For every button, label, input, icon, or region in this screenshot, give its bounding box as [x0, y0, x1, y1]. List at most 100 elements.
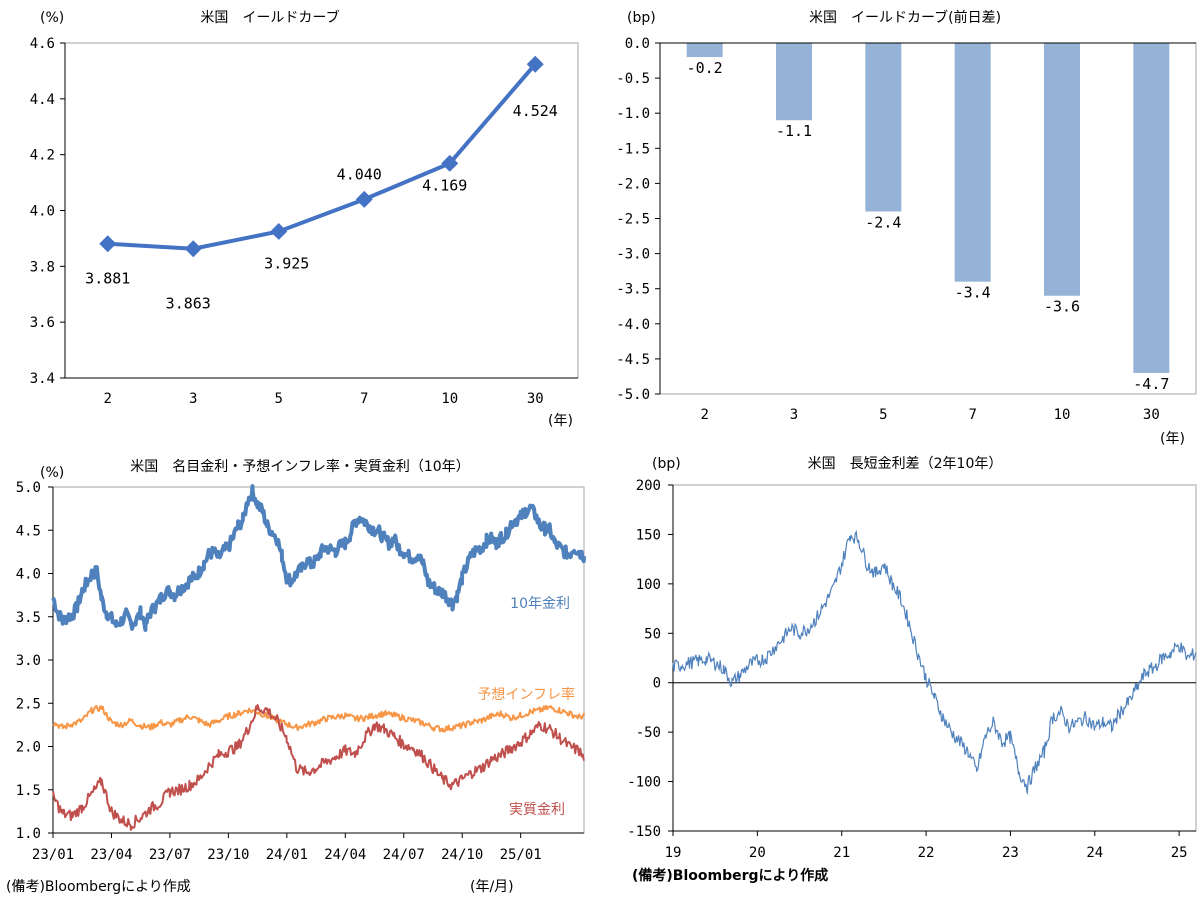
plot-frame [659, 42, 1197, 395]
y-axis-unit: (%) [40, 10, 64, 26]
x-tick-label: 24/07 [383, 847, 425, 863]
y-tick-label: -3.0 [616, 247, 650, 263]
x-tick-label: 2 [700, 407, 708, 423]
x-tick-label: 22 [918, 845, 935, 861]
x-tick-label: 30 [527, 391, 544, 407]
y-tick-label: 3.5 [16, 610, 41, 626]
y-tick-label: -1.5 [616, 141, 650, 157]
x-tick-label: 24/04 [324, 847, 366, 863]
yield-curve-chart: 米国 イールドカーブ (%) (年) 3.4 3.6 3.8 4.0 4.2 4.4 4.6 2 3 5… [30, 9, 579, 429]
data-label: -2.4 [865, 213, 901, 231]
y-tick-label: 2.0 [16, 740, 41, 756]
y-tick-label: 4.0 [30, 204, 55, 220]
x-tick-label: 5 [275, 391, 283, 407]
data-point [526, 55, 544, 73]
x-tick-label: 23 [1002, 845, 1019, 861]
chart-title: 米国 名目金利・予想インフレ率・実質金利（10年） [130, 458, 469, 475]
chart-title: 米国 イールドカーブ [200, 9, 339, 26]
x-tick-label: 23/07 [149, 847, 191, 863]
y-tick-label: -2.5 [616, 212, 650, 228]
x-tick-label: 25 [1171, 845, 1188, 861]
bar [954, 43, 991, 282]
yield-change-chart: 米国 イールドカーブ(前日差) (bp) (年) 0.0 -0.5 -1.0 -1.5 -2.… [616, 9, 1197, 447]
y-tick-label: 0.0 [625, 36, 650, 52]
y-tick-label: -4.0 [616, 317, 650, 333]
data-label: 4.169 [422, 176, 467, 194]
rates-breakdown-chart: 米国 名目金利・予想インフレ率・実質金利（10年） (%) (年/月) (備考)Blo… [6, 458, 586, 895]
y-tick-label: 3.4 [30, 371, 55, 387]
data-point [270, 222, 288, 240]
data-label: 3.863 [166, 295, 211, 313]
y-tick-label: 4.2 [30, 148, 55, 164]
bar [1044, 43, 1080, 296]
x-tick-label: 19 [665, 845, 682, 861]
x-tick-label: 30 [1143, 407, 1160, 423]
y-tick-label: 4.5 [16, 523, 41, 539]
y-tick-label: 4.0 [16, 567, 41, 583]
y-tick-label: -50 [636, 725, 661, 741]
source-note: (備考)Bloombergにより作成 [6, 879, 191, 895]
y-tick-label: -3.5 [616, 282, 650, 298]
plot-frame [64, 42, 579, 379]
y-tick-label: 3.6 [30, 315, 55, 331]
y-tick-label: -4.5 [616, 352, 650, 368]
series-line [52, 704, 585, 831]
series-line [51, 484, 586, 632]
y-tick-label: -100 [627, 775, 661, 791]
series-label: 実質金利 [509, 802, 565, 818]
x-tick-label: 21 [833, 845, 850, 861]
x-axis-unit: (年) [548, 413, 573, 429]
y-tick-label: 100 [636, 577, 661, 593]
data-label: 4.524 [513, 102, 558, 120]
data-point [184, 240, 202, 258]
x-tick-label: 3 [790, 407, 798, 423]
data-label: -4.7 [1133, 375, 1169, 393]
series-label: 10年金利 [510, 596, 570, 612]
x-tick-label: 10 [1054, 407, 1071, 423]
plot-frame [672, 484, 1197, 832]
x-tick-label: 24 [1086, 845, 1103, 861]
y-tick-label: -1.0 [616, 106, 650, 122]
x-tick-label: 23/01 [32, 847, 74, 863]
data-label: 4.040 [337, 165, 382, 183]
y-axis-unit: (%) [40, 465, 64, 481]
x-tick-label: 23/10 [207, 847, 249, 863]
series-line [107, 62, 537, 251]
y-tick-label: 200 [636, 478, 661, 494]
y-tick-label: 2.5 [16, 696, 41, 712]
x-tick-label: 5 [879, 407, 887, 423]
data-label: 3.881 [85, 270, 130, 288]
x-axis-unit: (年) [1160, 431, 1185, 447]
bar [865, 43, 902, 212]
y-tick-label: 4.6 [30, 36, 55, 52]
x-tick-label: 23/04 [90, 847, 132, 863]
data-label: 3.925 [264, 254, 309, 272]
y-tick-label: 150 [636, 527, 661, 543]
data-point [99, 235, 117, 253]
y-axis-unit: (bp) [627, 10, 656, 26]
y-tick-label: -150 [627, 824, 661, 840]
x-tick-label: 24/10 [441, 847, 483, 863]
series-line [52, 704, 585, 733]
yield-spread-chart: 米国 長短金利差（2年10年）(bp)(備考)Bloombergにより作成200… [627, 456, 1197, 884]
x-tick-label: 24/01 [266, 847, 308, 863]
data-point [441, 154, 459, 172]
data-label: -1.1 [776, 122, 812, 140]
y-tick-label: 1.5 [16, 783, 41, 799]
chart-title: 米国 イールドカーブ(前日差) [809, 9, 1001, 26]
series-label: 予想インフレ率 [477, 686, 575, 703]
data-label: -0.2 [687, 59, 723, 77]
y-tick-label: 5.0 [16, 480, 41, 496]
y-tick-label: 1.0 [16, 826, 41, 842]
y-tick-label: 3.8 [30, 259, 55, 275]
x-tick-label: 10 [441, 391, 458, 407]
y-tick-label: 3.0 [16, 653, 41, 669]
x-tick-label: 2 [104, 391, 112, 407]
x-tick-label: 20 [749, 845, 766, 861]
x-tick-label: 7 [968, 407, 976, 423]
data-label: -3.4 [955, 284, 991, 302]
x-tick-label: 3 [189, 391, 197, 407]
y-tick-label: 4.4 [30, 92, 55, 108]
series-line [672, 529, 1197, 796]
